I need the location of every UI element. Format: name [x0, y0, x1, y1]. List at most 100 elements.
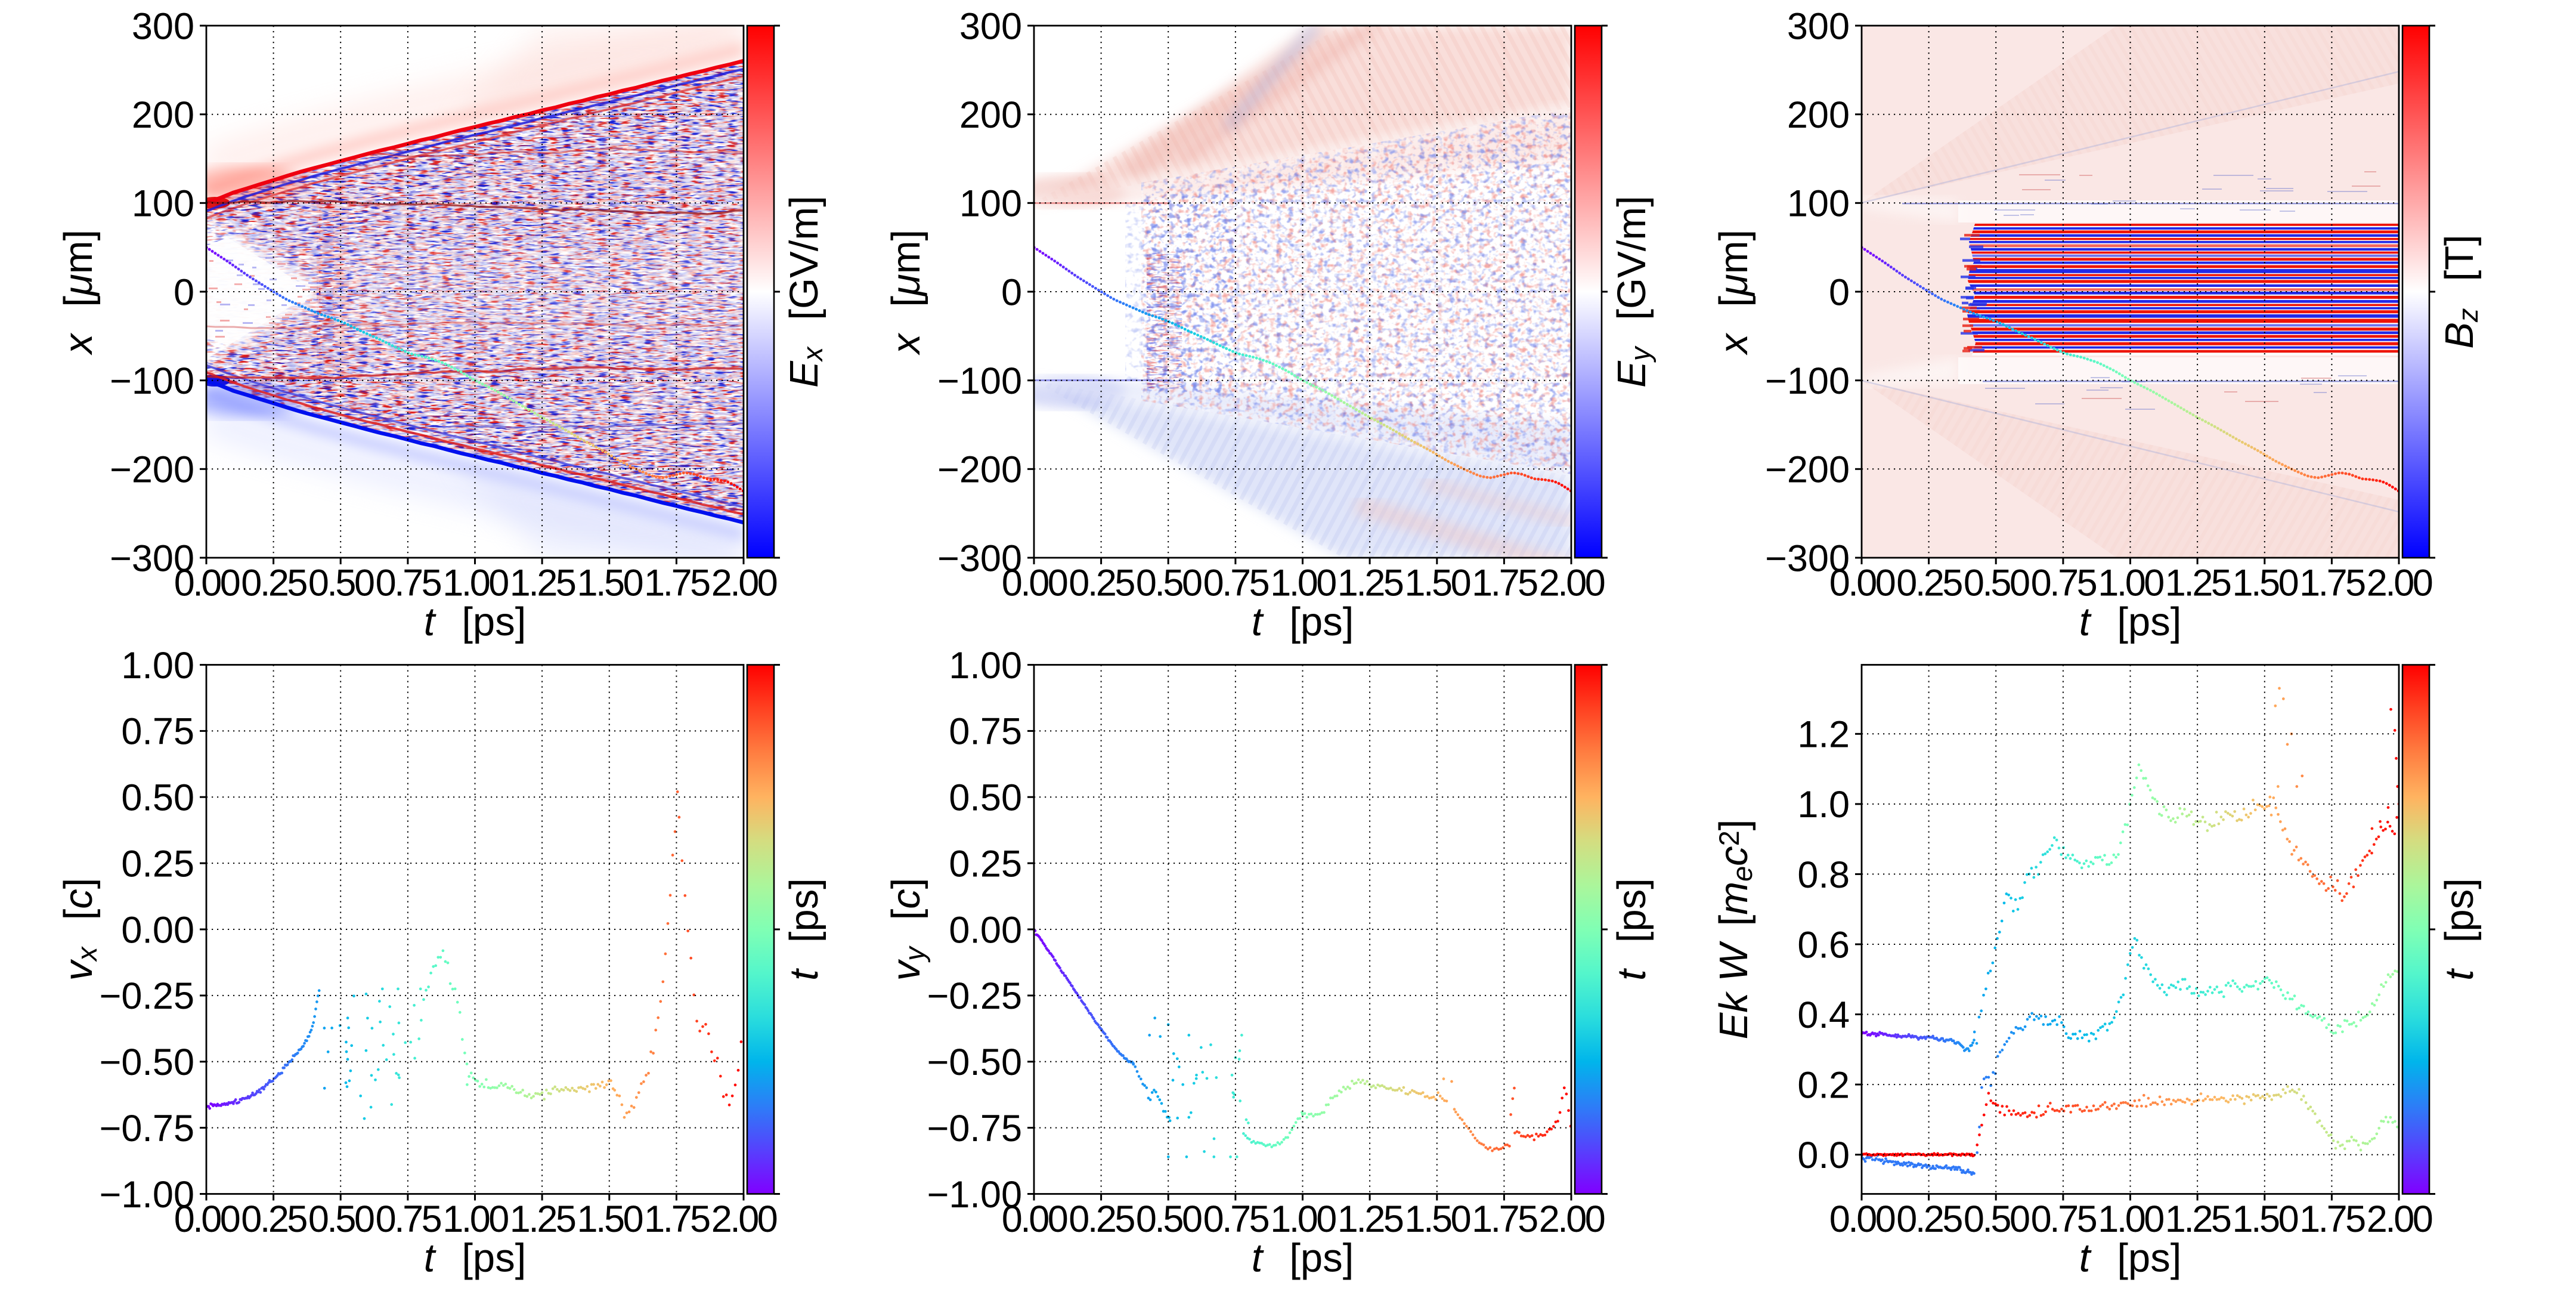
svg-text:t[ps]: t[ps]	[424, 1236, 527, 1281]
svg-text:0.00: 0.00	[1002, 1198, 1067, 1240]
svg-text:2.00: 2.00	[1539, 1198, 1605, 1240]
svg-text:1.50: 1.50	[1404, 563, 1470, 604]
svg-text:0.00: 0.00	[121, 909, 194, 951]
svg-text:−300: −300	[937, 537, 1022, 579]
svg-text:0.50: 0.50	[1136, 1198, 1202, 1240]
svg-text:200: 200	[959, 94, 1022, 136]
svg-text:0.0: 0.0	[1797, 1135, 1850, 1176]
svg-text:x[μm]: x[μm]	[884, 230, 928, 356]
svg-text:0.50: 0.50	[1964, 1198, 2029, 1240]
svg-text:t[ps]: t[ps]	[1252, 1236, 1354, 1281]
svg-text:1.25: 1.25	[1337, 563, 1403, 604]
svg-text:−300: −300	[110, 537, 194, 579]
svg-text:x[μm]: x[μm]	[1711, 230, 1756, 356]
svg-text:0.4: 0.4	[1797, 994, 1850, 1036]
svg-text:0.75: 0.75	[121, 711, 194, 753]
svg-text:Bz[T]: Bz[T]	[2437, 234, 2484, 348]
svg-text:0.75: 0.75	[376, 563, 441, 604]
svg-text:t[ps]: t[ps]	[424, 599, 527, 644]
svg-text:0.00: 0.00	[174, 563, 240, 604]
svg-text:1.50: 1.50	[577, 1198, 642, 1240]
svg-text:0.25: 0.25	[241, 563, 306, 604]
svg-text:1.00: 1.00	[121, 645, 194, 687]
svg-text:300: 300	[959, 5, 1022, 47]
svg-text:300: 300	[1787, 5, 1850, 47]
svg-text:0.25: 0.25	[1896, 1198, 1962, 1240]
svg-text:−200: −200	[937, 449, 1022, 491]
svg-text:0.25: 0.25	[1069, 1198, 1134, 1240]
svg-text:vy[c]: vy[c]	[884, 878, 930, 981]
svg-text:x[μm]: x[μm]	[56, 230, 101, 356]
svg-text:100: 100	[1787, 183, 1850, 225]
svg-text:1.00: 1.00	[442, 1198, 508, 1240]
svg-text:Ek W[mec2]: Ek W[mec2]	[1711, 820, 1758, 1040]
svg-text:0.75: 0.75	[2031, 563, 2097, 604]
svg-text:−0.25: −0.25	[927, 975, 1022, 1017]
svg-text:1.25: 1.25	[510, 1198, 575, 1240]
svg-text:0: 0	[174, 271, 194, 313]
svg-text:1.00: 1.00	[1270, 1198, 1336, 1240]
svg-text:0.25: 0.25	[949, 843, 1022, 885]
svg-text:2.00: 2.00	[711, 563, 777, 604]
svg-text:2.00: 2.00	[1539, 563, 1605, 604]
svg-text:0.75: 0.75	[1203, 563, 1269, 604]
svg-text:1.2: 1.2	[1797, 714, 1850, 756]
svg-text:1.00: 1.00	[2098, 1198, 2163, 1240]
svg-text:t[ps]: t[ps]	[2079, 1236, 2182, 1281]
svg-text:2.00: 2.00	[2367, 1198, 2432, 1240]
svg-text:−1.00: −1.00	[100, 1174, 194, 1216]
svg-text:0.75: 0.75	[1203, 1198, 1269, 1240]
svg-text:0.25: 0.25	[241, 1198, 306, 1240]
svg-text:0.50: 0.50	[1964, 563, 2029, 604]
svg-text:1.25: 1.25	[510, 563, 575, 604]
svg-text:100: 100	[959, 183, 1022, 225]
svg-text:0.25: 0.25	[121, 843, 194, 885]
svg-text:0.50: 0.50	[308, 563, 374, 604]
svg-text:0.75: 0.75	[376, 1198, 441, 1240]
svg-text:0.25: 0.25	[1896, 563, 1962, 604]
svg-text:1.25: 1.25	[2165, 563, 2231, 604]
svg-text:−0.25: −0.25	[100, 975, 194, 1017]
svg-text:2.00: 2.00	[2367, 563, 2432, 604]
svg-text:−100: −100	[110, 360, 194, 402]
svg-text:0.00: 0.00	[1829, 1198, 1895, 1240]
svg-text:1.00: 1.00	[2098, 563, 2163, 604]
svg-text:0.2: 0.2	[1797, 1065, 1850, 1107]
svg-text:0.00: 0.00	[1002, 563, 1067, 604]
svg-text:0.50: 0.50	[1136, 563, 1202, 604]
svg-text:0.50: 0.50	[949, 777, 1022, 819]
svg-text:−0.75: −0.75	[100, 1108, 194, 1149]
svg-text:0.25: 0.25	[1069, 563, 1134, 604]
svg-text:2.00: 2.00	[711, 1198, 777, 1240]
svg-text:t[ps]: t[ps]	[2079, 599, 2182, 644]
svg-text:0.75: 0.75	[2031, 1198, 2097, 1240]
svg-text:1.0: 1.0	[1797, 784, 1850, 826]
svg-text:0.6: 0.6	[1797, 924, 1850, 966]
svg-text:t[ps]: t[ps]	[782, 878, 826, 981]
svg-text:t[ps]: t[ps]	[1252, 599, 1354, 644]
svg-text:1.75: 1.75	[1472, 1198, 1537, 1240]
svg-text:t[ps]: t[ps]	[2437, 878, 2482, 981]
svg-text:−300: −300	[1765, 537, 1850, 579]
svg-text:1.75: 1.75	[644, 1198, 710, 1240]
svg-text:200: 200	[1787, 94, 1850, 136]
svg-text:−0.50: −0.50	[927, 1042, 1022, 1083]
svg-text:300: 300	[132, 5, 194, 47]
svg-text:0.00: 0.00	[949, 909, 1022, 951]
svg-text:1.25: 1.25	[2165, 1198, 2231, 1240]
svg-text:0: 0	[1001, 271, 1022, 313]
svg-text:1.50: 1.50	[2232, 563, 2298, 604]
svg-text:200: 200	[132, 94, 194, 136]
svg-text:Ex[GV/m]: Ex[GV/m]	[782, 196, 828, 388]
svg-text:−200: −200	[1765, 449, 1850, 491]
svg-text:1.75: 1.75	[644, 563, 710, 604]
svg-text:1.75: 1.75	[2299, 563, 2365, 604]
svg-text:−0.75: −0.75	[927, 1108, 1022, 1149]
svg-text:1.50: 1.50	[1404, 1198, 1470, 1240]
svg-text:1.00: 1.00	[442, 563, 508, 604]
svg-text:1.75: 1.75	[1472, 563, 1537, 604]
svg-text:0.00: 0.00	[174, 1198, 240, 1240]
svg-text:100: 100	[132, 183, 194, 225]
svg-text:−100: −100	[937, 360, 1022, 402]
svg-text:1.75: 1.75	[2299, 1198, 2365, 1240]
